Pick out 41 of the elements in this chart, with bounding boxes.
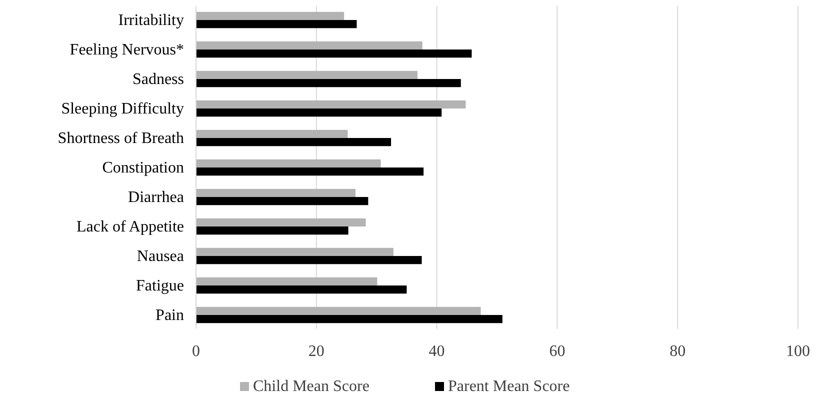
bar xyxy=(196,100,466,109)
bar xyxy=(196,70,418,80)
y-tick-label: Sleeping Difficulty xyxy=(61,100,184,118)
bar xyxy=(196,50,472,58)
bar xyxy=(196,256,422,264)
legend-label: Parent Mean Score xyxy=(448,378,570,395)
y-tick-label: Shortness of Breath xyxy=(58,130,184,147)
bar xyxy=(196,130,348,138)
bar xyxy=(196,41,422,50)
x-tick-label: 60 xyxy=(549,343,566,360)
x-tick-label: 40 xyxy=(428,343,445,360)
bar xyxy=(196,20,357,28)
y-tick-label: Feeling Nervous* xyxy=(70,42,184,59)
bar xyxy=(196,79,461,88)
y-tick-label: Diarrhea xyxy=(128,189,184,206)
x-tick-label: 0 xyxy=(192,343,200,360)
y-tick-label: Fatigue xyxy=(136,277,184,294)
bar xyxy=(196,138,392,146)
y-tick-label: Pain xyxy=(156,306,184,324)
x-tick-label: 20 xyxy=(308,343,324,360)
bar xyxy=(196,218,366,226)
bar xyxy=(196,285,407,294)
bar xyxy=(196,108,442,117)
bar xyxy=(196,197,368,206)
bar xyxy=(196,168,424,176)
bar xyxy=(196,159,381,168)
y-tick-label: Nausea xyxy=(136,248,184,265)
bar xyxy=(196,306,481,315)
bar xyxy=(196,12,344,20)
bar xyxy=(196,226,348,235)
y-tick-label: Irritability xyxy=(118,12,184,30)
bar xyxy=(196,188,356,197)
legend-label: Child Mean Score xyxy=(253,378,370,395)
bar xyxy=(196,248,394,256)
bar xyxy=(196,277,378,286)
y-tick-label: Lack of Appetite xyxy=(76,218,184,236)
y-tick-label: Constipation xyxy=(102,160,184,176)
bar xyxy=(196,314,502,324)
y-tick-label: Sadness xyxy=(132,71,184,88)
x-tick-label: 80 xyxy=(670,343,686,360)
x-tick-label: 100 xyxy=(786,343,810,360)
